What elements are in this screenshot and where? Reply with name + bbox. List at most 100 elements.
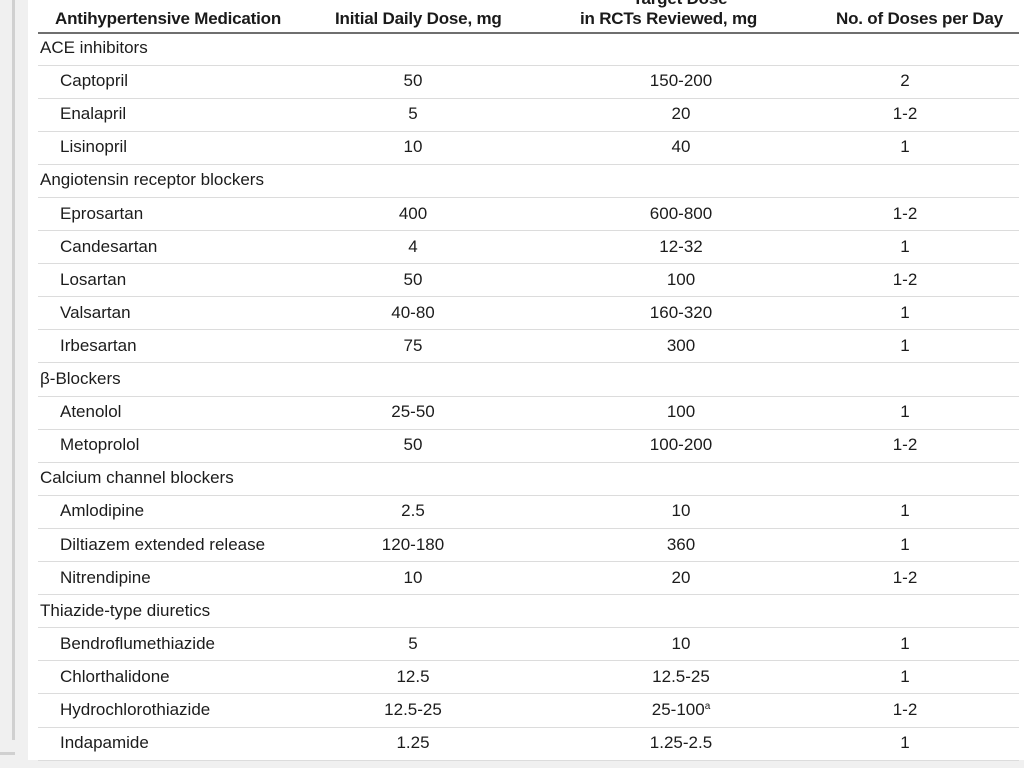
group-heading: Angiotensin receptor blockers (40, 170, 264, 190)
initial-daily-dose: 50 (403, 435, 423, 455)
doses-per-day: 1-2 (892, 700, 918, 719)
drug-name: Diltiazem extended release (60, 534, 266, 554)
drug-name: Valsartan (60, 302, 131, 322)
target-dose: 10 (581, 634, 781, 654)
initial-daily-dose: 400 (398, 203, 428, 223)
initial-daily-dose: 50 (403, 269, 423, 289)
doses-per-day: 1 (900, 534, 910, 554)
target-dose-value: 360 (666, 534, 696, 554)
target-dose-value: 20 (671, 567, 691, 587)
drug-name: Metoprolol (60, 435, 140, 455)
target-dose-value: 1.25-2.5 (649, 733, 713, 753)
row-divider (38, 429, 1019, 430)
row-divider (38, 727, 1019, 728)
doses-per-day: 1-2 (892, 104, 918, 124)
drug-name: Candesartan (60, 236, 158, 256)
left-edge-divider (12, 0, 15, 740)
initial-daily-dose: 50 (403, 71, 423, 91)
target-dose: 300 (581, 336, 781, 356)
initial-daily-dose: 12.5 (396, 666, 430, 686)
group-heading: Thiazide-type diuretics (40, 600, 211, 620)
drug-name: Irbesartan (60, 335, 137, 355)
target-dose: 150-200 (581, 71, 781, 91)
doses-per-day: 1 (900, 733, 910, 753)
header-rule (38, 32, 1019, 34)
doses-per-day: 1 (900, 302, 910, 322)
target-dose-value: 300 (666, 335, 696, 355)
doses-per-day: 1 (900, 402, 910, 422)
target-dose-value: 12.5-25 (652, 666, 710, 686)
row-divider (38, 329, 1019, 330)
target-dose-value: 160-320 (649, 302, 713, 322)
target-dose-value: 40 (671, 137, 691, 157)
target-dose-value: 12-32 (659, 236, 703, 256)
row-divider (38, 263, 1019, 264)
doses-per-day: 1-2 (892, 203, 918, 223)
drug-name: Amlodipine (60, 501, 145, 521)
table-sheet (28, 0, 1024, 760)
row-divider (38, 197, 1019, 198)
doses-per-day: 1-2 (892, 269, 918, 289)
header-target-line2: in RCTs Reviewed, mg (580, 9, 758, 28)
initial-daily-dose: 4 (408, 236, 418, 256)
row-divider (38, 627, 1019, 628)
row-divider (38, 164, 1019, 165)
row-divider (38, 760, 1019, 761)
target-dose-value: 100-200 (649, 435, 713, 455)
target-dose-value: 25-100 (651, 700, 705, 719)
row-divider (38, 296, 1019, 297)
target-dose: 600-800 (581, 204, 781, 224)
row-divider (38, 65, 1019, 66)
drug-name: Chlorthalidone (60, 666, 170, 686)
doses-per-day: 1-2 (892, 435, 918, 455)
doses-per-day: 1 (900, 501, 910, 521)
row-divider (38, 396, 1019, 397)
drug-name: Captopril (60, 71, 129, 91)
row-divider (38, 362, 1019, 363)
drug-name: Indapamide (60, 733, 149, 753)
doses-per-day: 1-2 (892, 567, 918, 587)
bottom-edge-divider (0, 752, 15, 755)
target-dose: 12-32 (581, 237, 781, 257)
target-dose: 100 (581, 402, 781, 422)
row-divider (38, 131, 1019, 132)
footnote-marker: a (704, 701, 711, 712)
drug-name: Atenolol (60, 402, 122, 422)
row-divider (38, 528, 1019, 529)
initial-daily-dose: 5 (408, 104, 418, 124)
row-divider (38, 462, 1019, 463)
doses-per-day: 1 (900, 666, 910, 686)
drug-name: Eprosartan (60, 203, 144, 223)
initial-daily-dose: 40-80 (391, 302, 435, 322)
doses-per-day: 1 (900, 633, 910, 653)
target-dose-value: 100 (666, 402, 696, 422)
row-divider (38, 495, 1019, 496)
target-dose: 160-320 (581, 303, 781, 323)
target-dose-value: 100 (666, 269, 696, 289)
target-dose-value: 10 (671, 501, 691, 521)
group-heading: ACE inhibitors (40, 38, 148, 57)
row-divider (38, 693, 1019, 694)
drug-name: Nitrendipine (60, 567, 151, 587)
target-dose-value: 150-200 (649, 71, 713, 91)
initial-daily-dose: 1.25 (396, 733, 430, 753)
target-dose: 100-200 (581, 435, 781, 455)
target-dose: 10 (581, 501, 781, 521)
initial-daily-dose: 5 (408, 633, 418, 653)
header-initial-dose: Initial Daily Dose, mg (335, 9, 502, 28)
target-dose-value: 20 (671, 104, 691, 124)
target-dose: 360 (581, 535, 781, 555)
target-dose-value: 10 (671, 633, 691, 653)
initial-daily-dose: 120-180 (381, 534, 445, 554)
initial-daily-dose: 2.5 (401, 501, 425, 521)
row-divider (38, 561, 1019, 562)
target-dose: 100 (581, 270, 781, 290)
group-heading: β-Blockers (40, 369, 121, 388)
doses-per-day: 1 (900, 335, 910, 355)
drug-name: Enalapril (60, 104, 127, 124)
target-dose: 40 (581, 137, 781, 157)
group-heading: Calcium channel blockers (40, 468, 234, 488)
row-divider (38, 230, 1019, 231)
row-divider (38, 594, 1019, 595)
